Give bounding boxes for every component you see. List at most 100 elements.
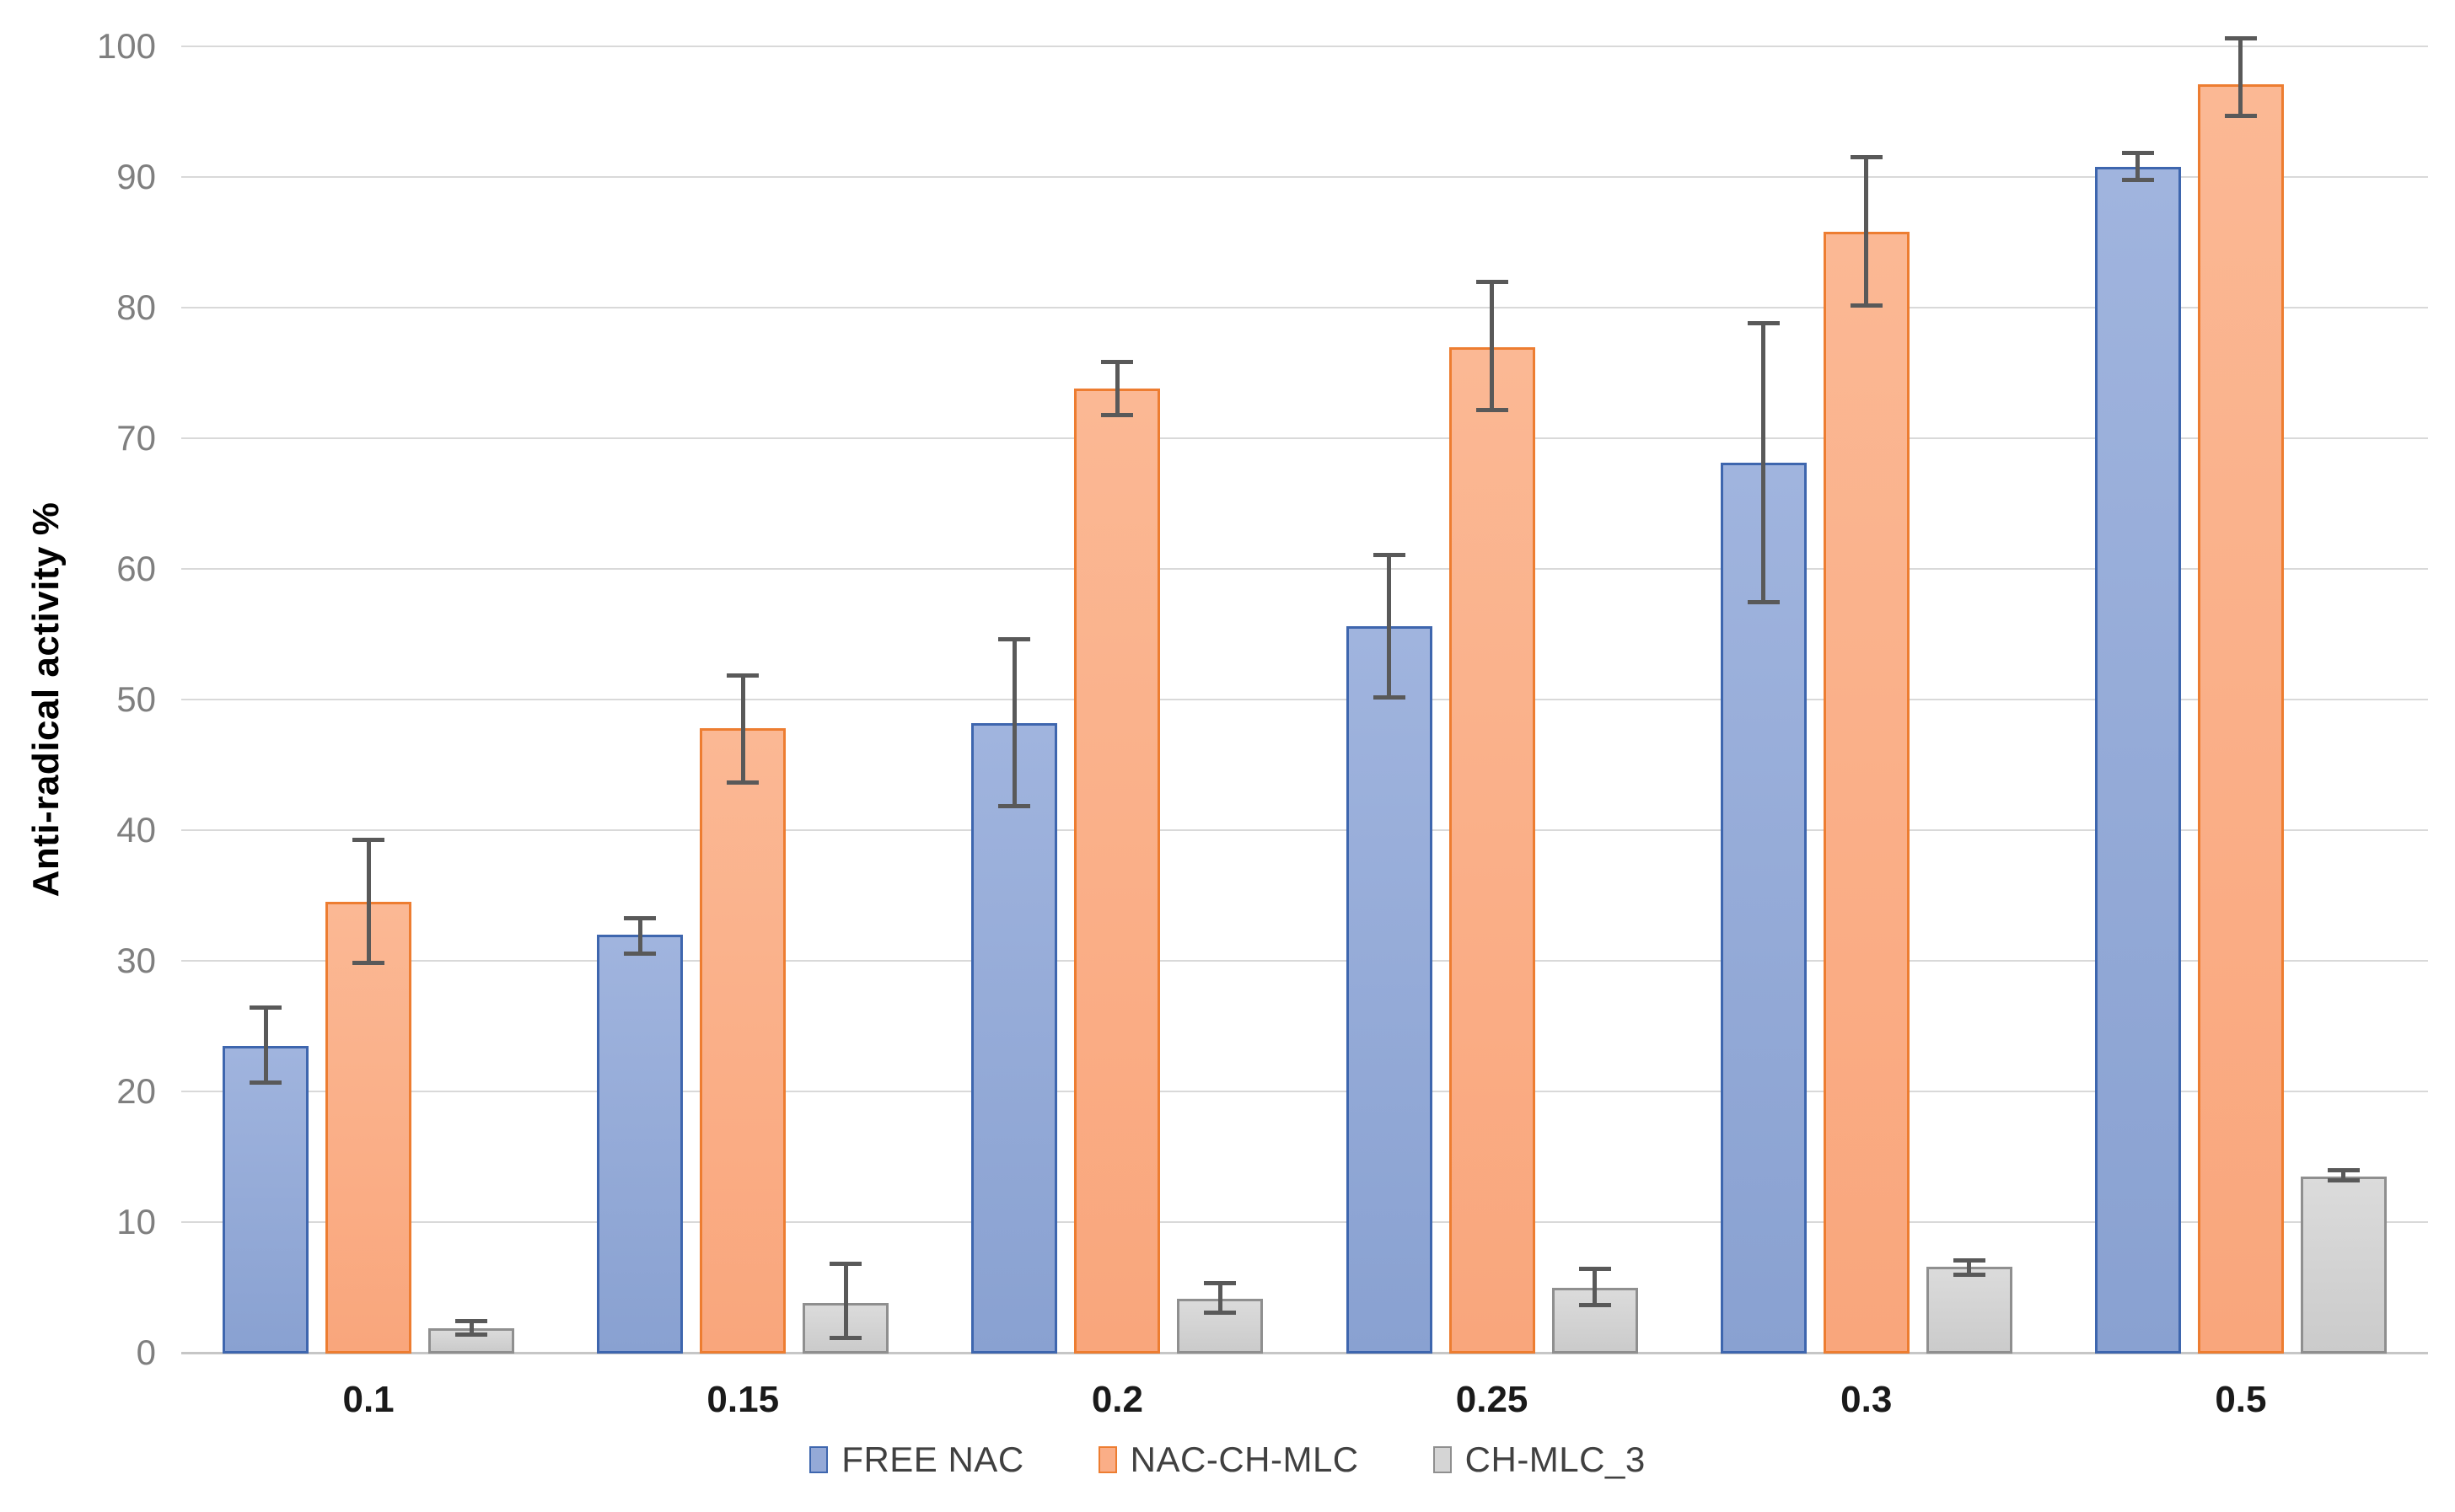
error-bar-cap bbox=[1101, 413, 1134, 418]
error-bar-cap bbox=[998, 636, 1031, 641]
legend-label: CH-MLC_3 bbox=[1464, 1440, 1646, 1479]
error-bar-line bbox=[2238, 35, 2243, 119]
error-bar-line bbox=[263, 1005, 268, 1086]
error-bar-line bbox=[1593, 1266, 1598, 1307]
y-tick-label: 100 bbox=[96, 26, 156, 66]
bar-free-nac-0.2 bbox=[971, 722, 1058, 1354]
error-bar-cap bbox=[998, 803, 1031, 808]
bar-free-nac-0.15 bbox=[597, 935, 684, 1354]
error-bar-cap bbox=[2224, 114, 2257, 119]
bar-nac-ch-mlc-0.3 bbox=[1823, 232, 1910, 1354]
error-bar-cap bbox=[1475, 407, 1508, 412]
legend-label: FREE NAC bbox=[841, 1440, 1024, 1479]
error-bar-cap bbox=[1101, 360, 1134, 364]
error-bar-line bbox=[1217, 1280, 1222, 1316]
error-bar bbox=[1850, 154, 1883, 308]
error-bar-cap bbox=[727, 780, 760, 785]
y-tick-label: 40 bbox=[116, 810, 156, 850]
error-bar bbox=[2121, 151, 2154, 183]
x-tick-label: 0.3 bbox=[1840, 1379, 1893, 1420]
error-bar-cap bbox=[624, 951, 657, 956]
error-bar-cap bbox=[1953, 1258, 1985, 1263]
error-bar-cap bbox=[1373, 553, 1405, 558]
bar-free-nac-0.25 bbox=[1346, 626, 1432, 1354]
error-bar-cap bbox=[1850, 154, 1883, 159]
error-bar bbox=[1204, 1280, 1237, 1316]
legend-item-free-nac: FREE NAC bbox=[809, 1440, 1023, 1480]
error-bar-cap bbox=[2121, 151, 2154, 155]
gridline bbox=[181, 568, 2428, 570]
y-tick-label: 10 bbox=[116, 1202, 156, 1241]
y-tick-label: 80 bbox=[116, 287, 156, 327]
error-bar-cap bbox=[250, 1005, 282, 1010]
gridline bbox=[181, 1221, 2428, 1223]
x-tick-label: 0.1 bbox=[342, 1379, 395, 1420]
legend: FREE NAC NAC-CH-MLC CH-MLC_3 bbox=[0, 1433, 2455, 1487]
error-bar-cap bbox=[1578, 1266, 1611, 1271]
error-bar-line bbox=[1012, 636, 1017, 808]
y-tick-label: 60 bbox=[116, 549, 156, 588]
error-bar bbox=[1101, 360, 1134, 418]
error-bar bbox=[250, 1005, 282, 1086]
error-bar-cap bbox=[1747, 599, 1780, 604]
gridline bbox=[181, 829, 2428, 831]
error-bar-line bbox=[2341, 1168, 2346, 1183]
gridline bbox=[181, 960, 2428, 962]
error-bar-line bbox=[1115, 360, 1120, 418]
error-bar-cap bbox=[1953, 1273, 1985, 1278]
error-bar bbox=[1747, 320, 1780, 604]
error-bar bbox=[1373, 553, 1405, 700]
error-bar-cap bbox=[2121, 178, 2154, 183]
legend-label: NAC-CH-MLC bbox=[1130, 1440, 1359, 1479]
bar-ch-mlc-3-0.5 bbox=[2300, 1176, 2387, 1354]
legend-item-nac-ch-mlc: NAC-CH-MLC bbox=[1098, 1440, 1359, 1480]
error-bar-cap bbox=[1204, 1311, 1237, 1316]
error-bar bbox=[624, 916, 657, 956]
error-bar-cap bbox=[624, 916, 657, 921]
error-bar-cap bbox=[1373, 694, 1405, 700]
error-bar-cap bbox=[1204, 1280, 1237, 1285]
error-bar-cap bbox=[455, 1318, 488, 1323]
error-bar bbox=[998, 636, 1031, 808]
error-bar-cap bbox=[1475, 280, 1508, 285]
legend-swatch bbox=[1098, 1446, 1117, 1473]
error-bar-cap bbox=[830, 1261, 862, 1266]
error-bar-cap bbox=[2327, 1168, 2360, 1173]
error-bar bbox=[2327, 1168, 2360, 1183]
error-bar-line bbox=[366, 838, 371, 965]
error-bar-cap bbox=[1747, 320, 1780, 325]
error-bar-line bbox=[1761, 320, 1766, 604]
x-tick-label: 0.2 bbox=[1091, 1379, 1143, 1420]
y-tick-label: 30 bbox=[116, 941, 156, 980]
bar-nac-ch-mlc-0.5 bbox=[2197, 83, 2284, 1354]
error-bar bbox=[2224, 35, 2257, 119]
error-bar-cap bbox=[727, 673, 760, 678]
error-bar-cap bbox=[352, 960, 385, 965]
error-bar-cap bbox=[455, 1332, 488, 1338]
error-bar bbox=[1578, 1266, 1611, 1307]
error-bar-cap bbox=[2224, 35, 2257, 40]
plot-area: 0.1 0.15 0.2 0.25 0.3 0.5 bbox=[181, 35, 2428, 1420]
error-bar bbox=[455, 1318, 488, 1338]
error-bar-line bbox=[740, 673, 745, 785]
bar-free-nac-0.5 bbox=[2094, 166, 2181, 1354]
error-bar-line bbox=[1967, 1258, 1972, 1278]
gridline bbox=[181, 699, 2428, 700]
error-bar-cap bbox=[830, 1335, 862, 1340]
legend-swatch bbox=[809, 1446, 829, 1473]
error-bar-cap bbox=[2327, 1178, 2360, 1183]
gridline bbox=[181, 176, 2428, 178]
error-bar-line bbox=[2135, 151, 2141, 183]
bar-ch-mlc-3-0.3 bbox=[1926, 1266, 2012, 1354]
legend-item-ch-mlc-3: CH-MLC_3 bbox=[1432, 1440, 1646, 1480]
error-bar-line bbox=[1864, 154, 1869, 308]
bar-nac-ch-mlc-0.25 bbox=[1448, 346, 1535, 1354]
error-bar-cap bbox=[250, 1080, 282, 1086]
error-bar-line bbox=[469, 1318, 474, 1338]
y-tick-label: 0 bbox=[136, 1332, 156, 1372]
x-tick-label: 0.25 bbox=[1455, 1379, 1528, 1420]
gridline bbox=[181, 46, 2428, 47]
y-tick-label: 20 bbox=[116, 1071, 156, 1111]
error-bar-cap bbox=[1850, 303, 1883, 308]
